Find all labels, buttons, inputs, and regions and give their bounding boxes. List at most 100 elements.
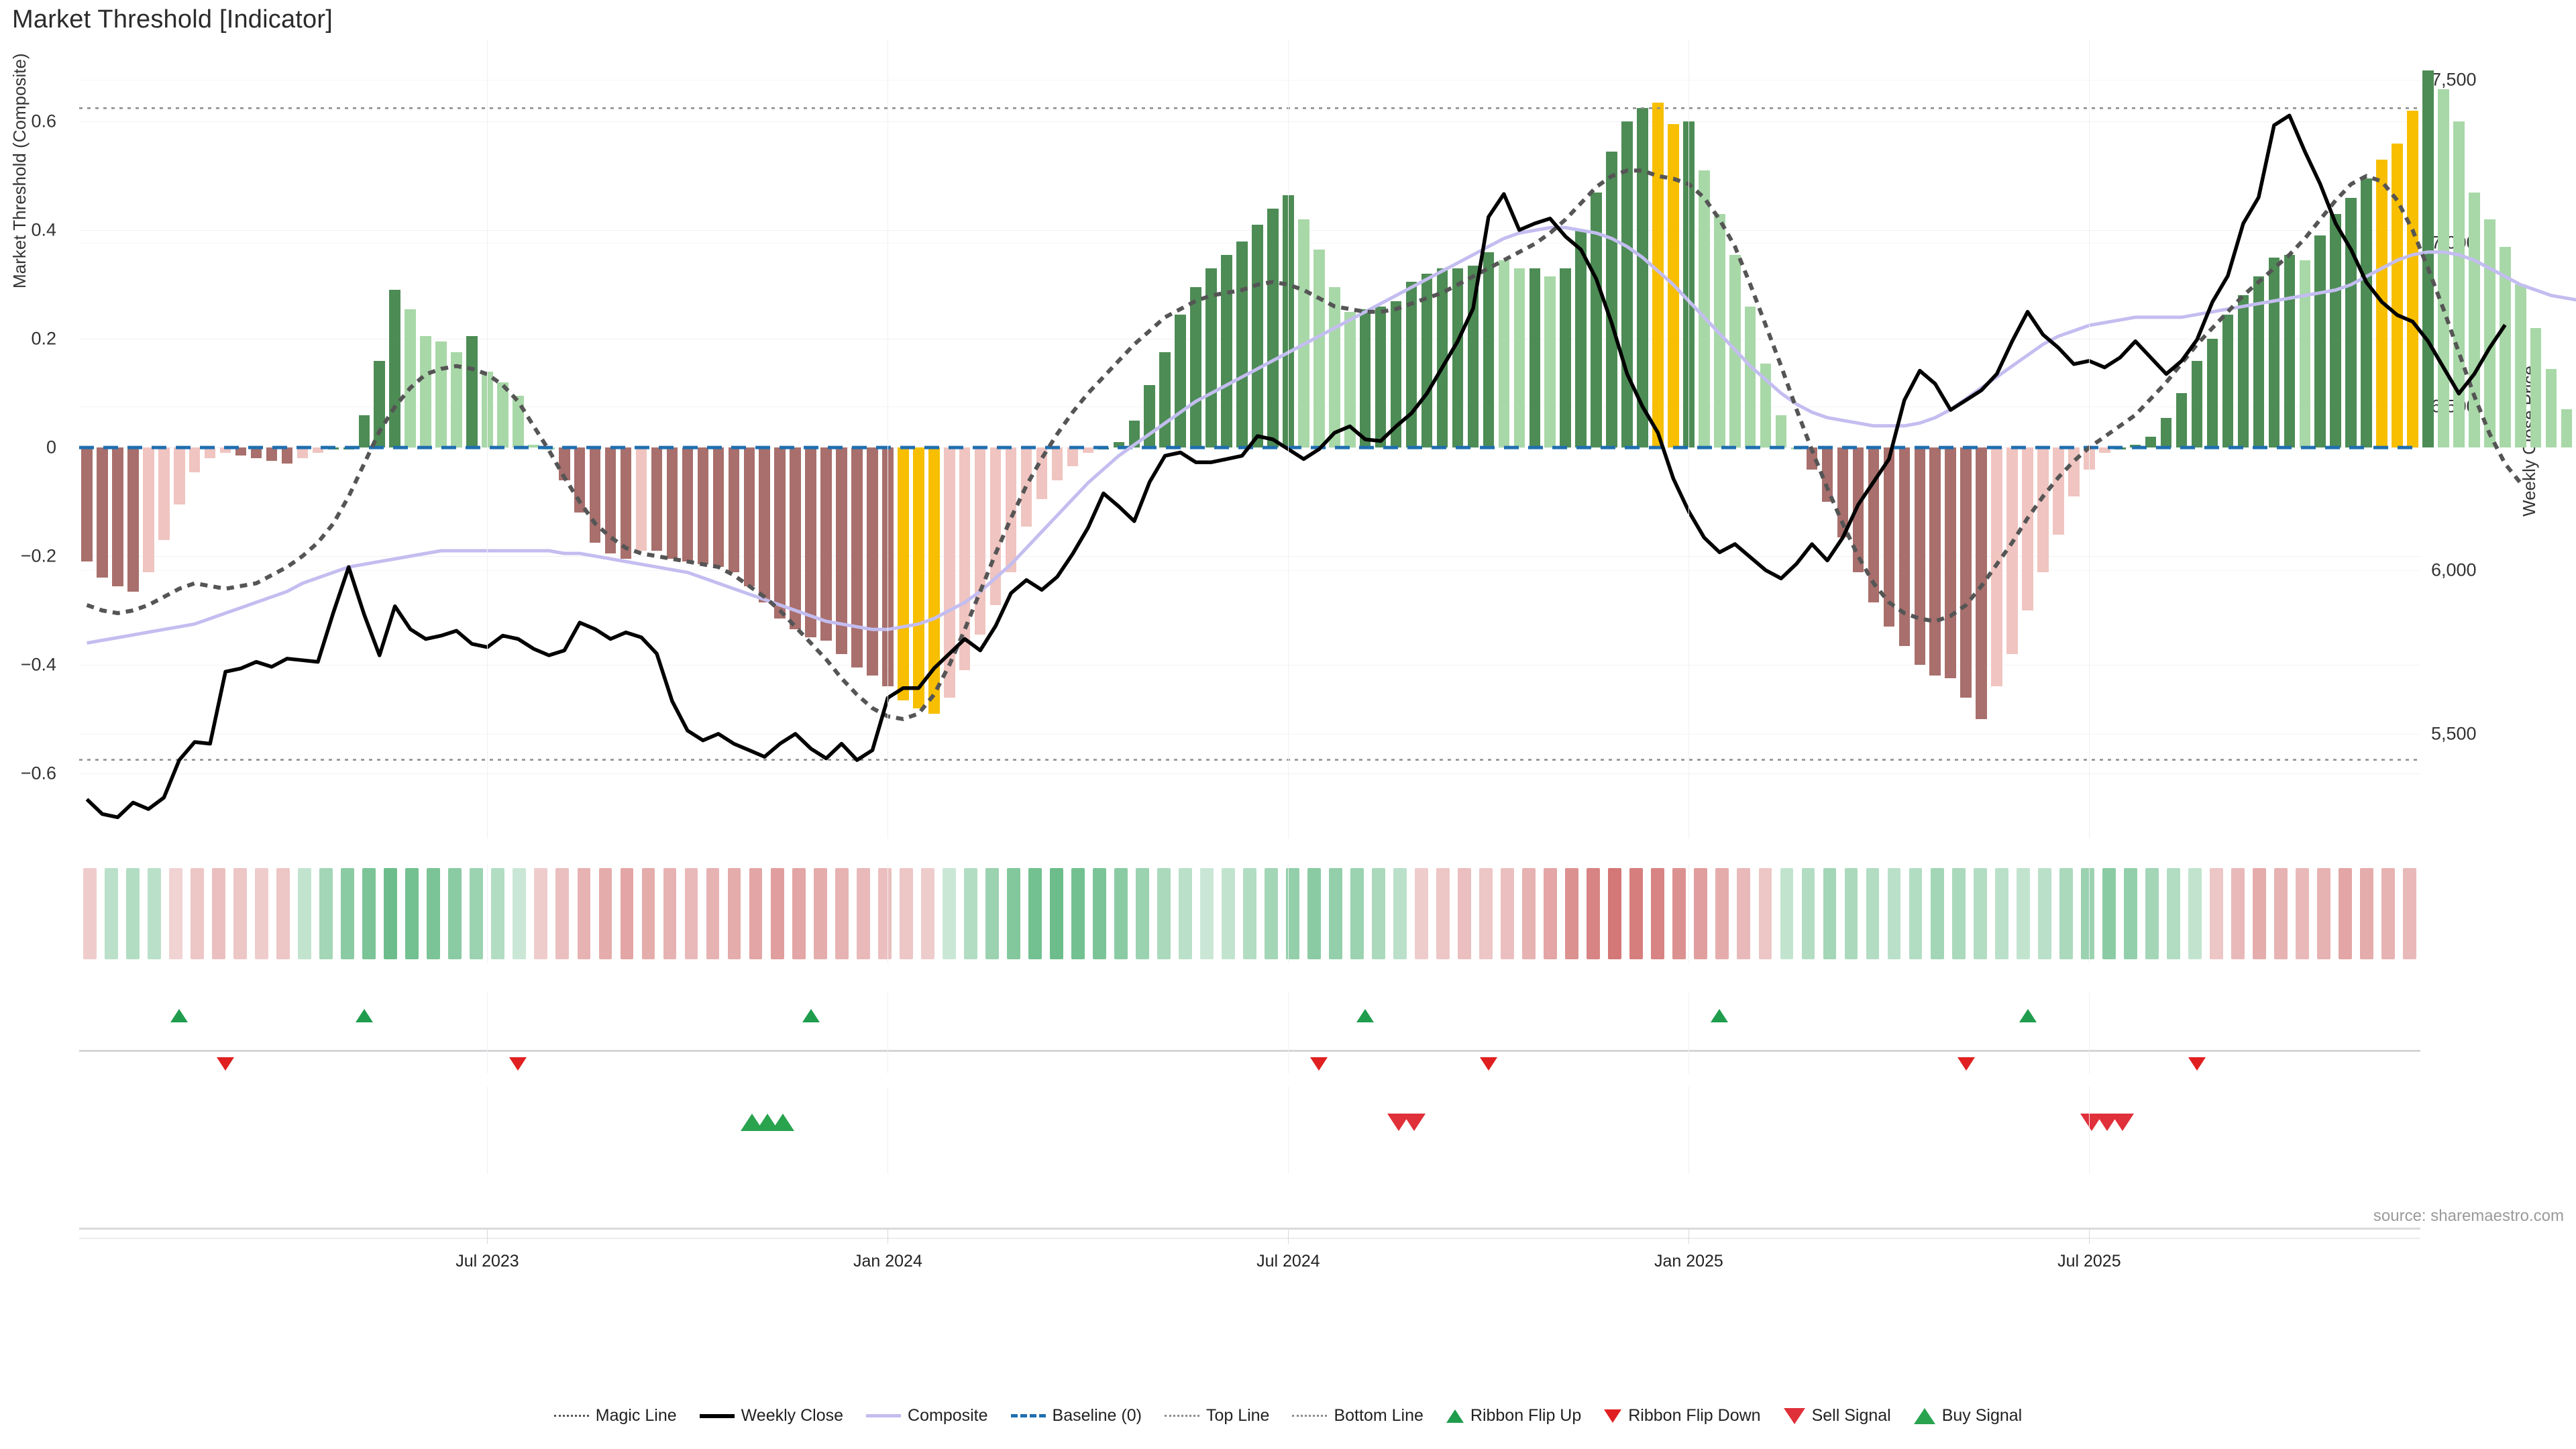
histogram-bar bbox=[2361, 178, 2372, 448]
ribbon-cell bbox=[1092, 868, 1106, 959]
histogram-bar bbox=[1190, 287, 1201, 448]
legend-label: Composite bbox=[908, 1406, 988, 1425]
ribbon-flip-down-marker bbox=[1310, 1057, 1328, 1071]
legend-item[interactable]: Ribbon Flip Up bbox=[1446, 1406, 1581, 1426]
legend-item[interactable]: Bottom Line bbox=[1292, 1406, 1424, 1426]
histogram-bar bbox=[1575, 230, 1587, 448]
histogram-bar bbox=[928, 447, 940, 714]
chart-legend: Magic Line Weekly Close Composite Baseline … bbox=[0, 1406, 2576, 1426]
legend-label: Magic Line bbox=[595, 1406, 677, 1425]
histogram-bar bbox=[2500, 246, 2511, 448]
regime-ribbon-strip bbox=[79, 864, 2420, 963]
ribbon-cell bbox=[727, 868, 741, 959]
solid-line-icon bbox=[866, 1414, 902, 1417]
ribbon-flip-marker-row bbox=[79, 993, 2420, 1073]
x-tick-mark bbox=[487, 1228, 488, 1244]
histogram-bar bbox=[297, 447, 309, 459]
histogram-bar bbox=[1359, 309, 1371, 448]
ribbon-cell bbox=[877, 868, 892, 959]
histogram-bar bbox=[1344, 311, 1356, 448]
ribbon-cell bbox=[1157, 868, 1171, 959]
legend-item[interactable]: Top Line bbox=[1164, 1406, 1269, 1426]
ribbon-cell bbox=[1587, 868, 1601, 959]
ribbon-cell bbox=[555, 868, 570, 959]
legend-item[interactable]: Composite bbox=[866, 1406, 988, 1426]
histogram-bar bbox=[1699, 170, 1710, 448]
legend-item[interactable]: Ribbon Flip Down bbox=[1604, 1406, 1761, 1426]
histogram-bar bbox=[2422, 70, 2434, 448]
histogram-bar bbox=[112, 447, 123, 586]
ribbon-cell bbox=[534, 868, 548, 959]
legend-item[interactable]: Baseline (0) bbox=[1010, 1406, 1142, 1426]
histogram-bar bbox=[143, 447, 154, 573]
histogram-bar bbox=[2237, 295, 2249, 448]
ribbon-cell bbox=[2209, 868, 2223, 959]
histogram-bar bbox=[1775, 415, 1787, 448]
ribbon-cell bbox=[384, 868, 398, 959]
histogram-bar bbox=[235, 447, 247, 456]
histogram-bar bbox=[2206, 339, 2218, 448]
ribbon-cell bbox=[83, 868, 97, 959]
ribbon-cell bbox=[470, 868, 484, 959]
histogram-bar bbox=[2191, 360, 2203, 448]
histogram-bar bbox=[1637, 108, 1648, 448]
legend-label: Ribbon Flip Down bbox=[1628, 1406, 1761, 1425]
histogram-bar bbox=[1714, 214, 1725, 448]
ribbon-cell bbox=[2403, 868, 2416, 959]
histogram-bar bbox=[1005, 447, 1017, 573]
histogram-bar bbox=[2530, 328, 2542, 448]
vertical-gridline bbox=[1288, 993, 1289, 1073]
ribbon-cell bbox=[2360, 868, 2373, 959]
histogram-bar bbox=[1544, 276, 1556, 448]
ribbon-cell bbox=[1436, 868, 1450, 959]
ribbon-cell bbox=[1222, 868, 1235, 959]
histogram-bar bbox=[2222, 314, 2234, 448]
ribbon-cell bbox=[2037, 868, 2051, 959]
histogram-bar bbox=[1221, 254, 1232, 448]
ribbon-cell bbox=[1350, 868, 1364, 959]
ribbon-cell bbox=[341, 868, 355, 959]
vertical-gridline bbox=[1688, 40, 1690, 839]
ribbon-cell bbox=[513, 868, 527, 959]
x-tick-label: Jul 2025 bbox=[2057, 1252, 2121, 1271]
histogram-bar bbox=[1606, 151, 1617, 448]
ribbon-cell bbox=[1608, 868, 1622, 959]
triangle-up-icon bbox=[1913, 1407, 1935, 1424]
legend-item[interactable]: Weekly Close bbox=[699, 1406, 843, 1426]
legend-label: Baseline (0) bbox=[1052, 1406, 1142, 1425]
sell-signal-marker bbox=[1403, 1114, 1426, 1131]
vertical-gridline bbox=[2089, 864, 2090, 963]
legend-item[interactable]: Sell Signal bbox=[1783, 1406, 1891, 1426]
line-overlay bbox=[79, 107, 2576, 820]
ribbon-cell bbox=[1501, 868, 1515, 959]
histogram-bar bbox=[1960, 447, 1972, 698]
triangle-up-icon bbox=[1446, 1409, 1464, 1423]
histogram-bar bbox=[1513, 268, 1525, 448]
ribbon-flip-up-marker bbox=[170, 1009, 189, 1022]
histogram-bar bbox=[1067, 447, 1079, 467]
ribbon-cell bbox=[1372, 868, 1386, 959]
vertical-gridline bbox=[487, 1087, 488, 1174]
histogram-bar bbox=[1744, 306, 1756, 448]
ribbon-cell bbox=[1415, 868, 1429, 959]
histogram-bar bbox=[1390, 301, 1402, 448]
ribbon-cell bbox=[2145, 868, 2159, 959]
ribbon-cell bbox=[2016, 868, 2030, 959]
histogram-bar bbox=[728, 447, 740, 573]
histogram-bar bbox=[2392, 143, 2403, 448]
histogram-bar bbox=[374, 360, 385, 448]
histogram-bar bbox=[2330, 214, 2341, 448]
ribbon-flip-down-marker bbox=[217, 1057, 235, 1071]
histogram-bar bbox=[2022, 447, 2033, 610]
histogram-bar bbox=[620, 447, 632, 559]
legend-item[interactable]: Buy Signal bbox=[1913, 1406, 2022, 1426]
histogram-bar bbox=[97, 447, 108, 578]
legend-item[interactable]: Magic Line bbox=[553, 1406, 677, 1426]
histogram-bar bbox=[2345, 197, 2357, 448]
x-tick-label: Jan 2024 bbox=[853, 1252, 922, 1271]
ribbon-cell bbox=[1887, 868, 1901, 959]
histogram-bar bbox=[2176, 393, 2188, 448]
histogram-bar bbox=[1405, 282, 1417, 448]
histogram-bar bbox=[1436, 268, 1448, 448]
histogram-bar bbox=[2453, 121, 2465, 448]
